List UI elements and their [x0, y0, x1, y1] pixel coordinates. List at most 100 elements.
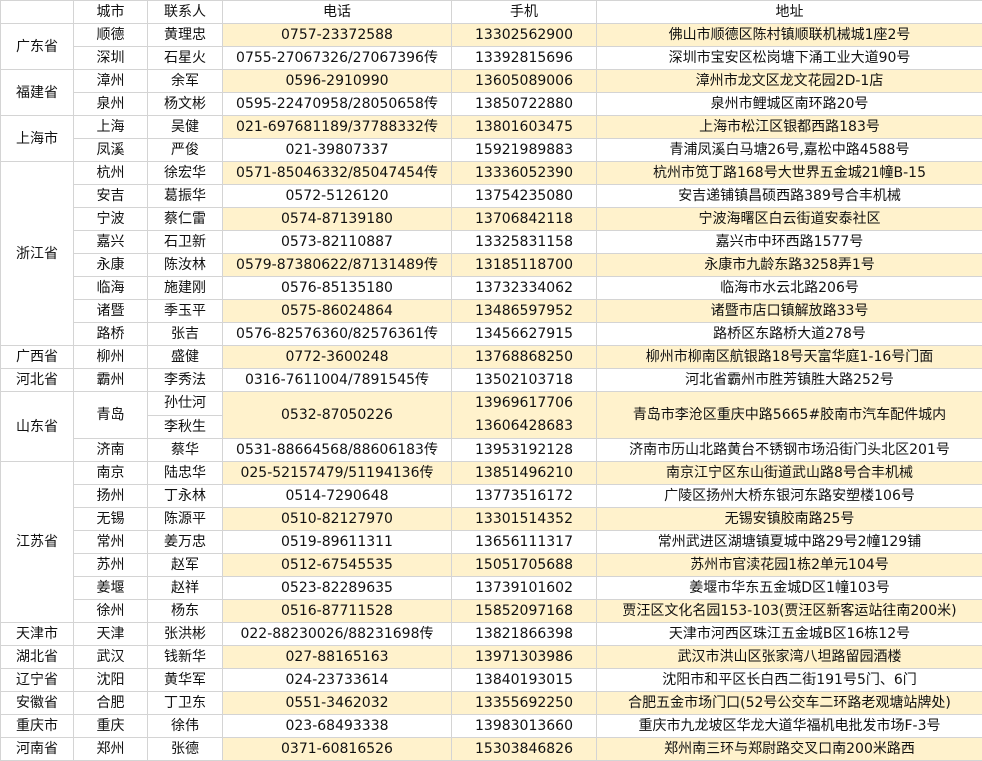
mobile-cell[interactable]: 13953192128	[452, 439, 597, 462]
address-cell[interactable]: 临海市水云北路206号	[597, 277, 982, 300]
mobile-cell[interactable]: 13605089006	[452, 70, 597, 93]
phone-cell[interactable]: 023-68493338	[223, 715, 452, 738]
phone-cell[interactable]: 027-88165163	[223, 646, 452, 669]
city-cell[interactable]: 合肥	[74, 692, 148, 715]
contact-cell[interactable]: 石星火	[148, 47, 223, 70]
city-cell[interactable]: 姜堰	[74, 577, 148, 600]
mobile-cell[interactable]: 13840193015	[452, 669, 597, 692]
phone-cell[interactable]: 0575-86024864	[223, 300, 452, 323]
address-cell[interactable]: 漳州市龙文区龙文花园2D-1店	[597, 70, 982, 93]
contact-cell[interactable]: 黄理忠	[148, 24, 223, 47]
address-cell[interactable]: 合肥五金市场门口(52号公交车二环路老观塘站牌处)	[597, 692, 982, 715]
city-cell[interactable]: 泉州	[74, 93, 148, 116]
city-cell[interactable]: 常州	[74, 531, 148, 554]
phone-cell[interactable]: 0595-22470958/28050658传	[223, 93, 452, 116]
city-cell[interactable]: 郑州	[74, 738, 148, 761]
contact-cell[interactable]: 陈汝林	[148, 254, 223, 277]
address-cell[interactable]: 姜堰市华东五金城D区1幢103号	[597, 577, 982, 600]
address-cell[interactable]: 济南市历山北路黄台不锈钢市场沿街门头北区201号	[597, 439, 982, 462]
mobile-cell[interactable]: 15921989883	[452, 139, 597, 162]
contact-cell[interactable]: 赵军	[148, 554, 223, 577]
province-cell[interactable]: 江苏省	[1, 462, 74, 623]
mobile-cell[interactable]: 13392815696	[452, 47, 597, 70]
contact-cell[interactable]: 吴健	[148, 116, 223, 139]
contact-cell[interactable]: 钱新华	[148, 646, 223, 669]
city-cell[interactable]: 路桥	[74, 323, 148, 346]
mobile-cell[interactable]: 13486597952	[452, 300, 597, 323]
phone-cell[interactable]: 0576-85135180	[223, 277, 452, 300]
address-cell[interactable]: 永康市九龄东路3258弄1号	[597, 254, 982, 277]
address-cell[interactable]: 广陵区扬州大桥东银河东路安塑楼106号	[597, 485, 982, 508]
mobile-cell[interactable]: 13732334062	[452, 277, 597, 300]
phone-cell[interactable]: 0516-87711528	[223, 600, 452, 623]
contact-cell[interactable]: 蔡华	[148, 439, 223, 462]
phone-cell[interactable]: 0551-3462032	[223, 692, 452, 715]
city-cell[interactable]: 诸暨	[74, 300, 148, 323]
province-cell[interactable]: 安徽省	[1, 692, 74, 715]
city-cell[interactable]: 顺德	[74, 24, 148, 47]
phone-cell[interactable]: 0574-87139180	[223, 208, 452, 231]
province-cell[interactable]: 上海市	[1, 116, 74, 162]
contact-cell[interactable]: 丁卫东	[148, 692, 223, 715]
province-cell[interactable]: 辽宁省	[1, 669, 74, 692]
phone-cell[interactable]: 0576-82576360/82576361传	[223, 323, 452, 346]
city-cell[interactable]: 柳州	[74, 346, 148, 369]
contact-cell[interactable]: 李秀法	[148, 369, 223, 392]
address-cell[interactable]: 深圳市宝安区松岗塘下涌工业大道90号	[597, 47, 982, 70]
phone-cell[interactable]: 0757-23372588	[223, 24, 452, 47]
address-cell[interactable]: 贾汪区文化名园153-103(贾汪区新客运站往南200米)	[597, 600, 982, 623]
address-cell[interactable]: 嘉兴市中环西路1577号	[597, 231, 982, 254]
contact-cell[interactable]: 施建刚	[148, 277, 223, 300]
phone-cell[interactable]: 0772-3600248	[223, 346, 452, 369]
province-cell[interactable]: 湖北省	[1, 646, 74, 669]
city-cell[interactable]: 深圳	[74, 47, 148, 70]
mobile-cell[interactable]: 13850722880	[452, 93, 597, 116]
mobile-cell[interactable]: 13754235080	[452, 185, 597, 208]
city-cell[interactable]: 漳州	[74, 70, 148, 93]
contact-cell[interactable]: 张吉	[148, 323, 223, 346]
phone-cell[interactable]: 0531-88664568/88606183传	[223, 439, 452, 462]
address-cell[interactable]: 无锡安镇胶南路25号	[597, 508, 982, 531]
address-cell[interactable]: 佛山市顺德区陈村镇顺联机械城1座2号	[597, 24, 982, 47]
address-cell[interactable]: 常州武进区湖塘镇夏城中路29号2幢129铺	[597, 531, 982, 554]
phone-cell[interactable]: 024-23733614	[223, 669, 452, 692]
city-cell[interactable]: 武汉	[74, 646, 148, 669]
mobile-cell[interactable]: 15852097168	[452, 600, 597, 623]
province-cell[interactable]: 广西省	[1, 346, 74, 369]
mobile-cell[interactable]: 13821866398	[452, 623, 597, 646]
contact-cell[interactable]: 葛振华	[148, 185, 223, 208]
address-cell[interactable]: 重庆市九龙坡区华龙大道华福机电批发市场F-3号	[597, 715, 982, 738]
phone-cell[interactable]: 0532-87050226	[223, 392, 452, 439]
mobile-cell[interactable]: 15303846826	[452, 738, 597, 761]
address-cell[interactable]: 南京江宁区东山街道武山路8号合丰机械	[597, 462, 982, 485]
address-cell[interactable]: 青浦凤溪白马塘26号,嘉松中路4588号	[597, 139, 982, 162]
city-cell[interactable]: 无锡	[74, 508, 148, 531]
province-cell[interactable]: 河北省	[1, 369, 74, 392]
mobile-cell[interactable]: 13502103718	[452, 369, 597, 392]
contact-cell[interactable]: 丁永林	[148, 485, 223, 508]
mobile-cell[interactable]: 13739101602	[452, 577, 597, 600]
mobile-cell[interactable]: 13302562900	[452, 24, 597, 47]
city-cell[interactable]: 青岛	[74, 392, 148, 439]
mobile-cell[interactable]: 13336052390	[452, 162, 597, 185]
phone-cell[interactable]: 0596-2910990	[223, 70, 452, 93]
phone-cell[interactable]: 0572-5126120	[223, 185, 452, 208]
province-cell[interactable]: 重庆市	[1, 715, 74, 738]
contact-cell[interactable]: 张洪彬	[148, 623, 223, 646]
contact-cell[interactable]: 姜万忠	[148, 531, 223, 554]
header-city[interactable]: 城市	[74, 1, 148, 24]
mobile-cell[interactable]: 13301514352	[452, 508, 597, 531]
header-phone[interactable]: 电话	[223, 1, 452, 24]
address-cell[interactable]: 宁波海曙区白云街道安泰社区	[597, 208, 982, 231]
mobile-cell[interactable]: 13706842118	[452, 208, 597, 231]
mobile-cell[interactable]: 13983013660	[452, 715, 597, 738]
province-cell[interactable]: 天津市	[1, 623, 74, 646]
phone-cell[interactable]: 0371-60816526	[223, 738, 452, 761]
contact-cell[interactable]: 余军	[148, 70, 223, 93]
phone-cell[interactable]: 0523-82289635	[223, 577, 452, 600]
contact-cell[interactable]: 徐宏华	[148, 162, 223, 185]
city-cell[interactable]: 上海	[74, 116, 148, 139]
address-cell[interactable]: 上海市松江区银都西路183号	[597, 116, 982, 139]
city-cell[interactable]: 永康	[74, 254, 148, 277]
